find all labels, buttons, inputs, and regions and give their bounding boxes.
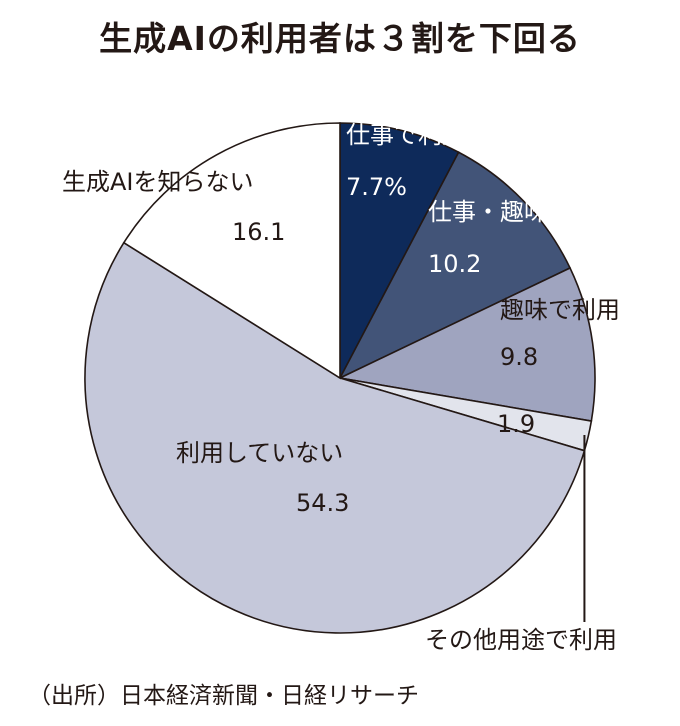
slice-value-other: 1.9	[497, 410, 535, 438]
slice-value-unaware: 16.1	[232, 218, 285, 246]
slice-value-not-using: 54.3	[296, 489, 349, 517]
pie-slice-unaware	[122, 122, 341, 380]
pie-slice-hobby	[337, 266, 596, 422]
pie-slice-work-hobby	[338, 151, 572, 380]
slice-value-hobby: 9.8	[500, 343, 538, 371]
slice-value-work-hobby: 10.2	[428, 250, 481, 278]
pie-slice-not-using	[84, 241, 586, 634]
slice-value-work: 7.7%	[346, 173, 407, 201]
slice-label-other: その他用途で利用	[425, 626, 617, 654]
chart-title: 生成AIの利用者は３割を下回る	[99, 19, 581, 58]
slice-label-not-using: 利用していない	[176, 439, 343, 467]
source-note: （出所）日本経済新聞・日経リサーチ	[28, 683, 419, 709]
slice-label-work-hobby: 仕事・趣味で利用	[428, 198, 620, 226]
pie-slice-work	[339, 122, 460, 379]
slice-label-work: 仕事で利用	[346, 121, 466, 149]
slice-label-hobby: 趣味で利用	[500, 296, 620, 324]
slice-label-unaware: 生成AIを知らない	[62, 168, 254, 196]
